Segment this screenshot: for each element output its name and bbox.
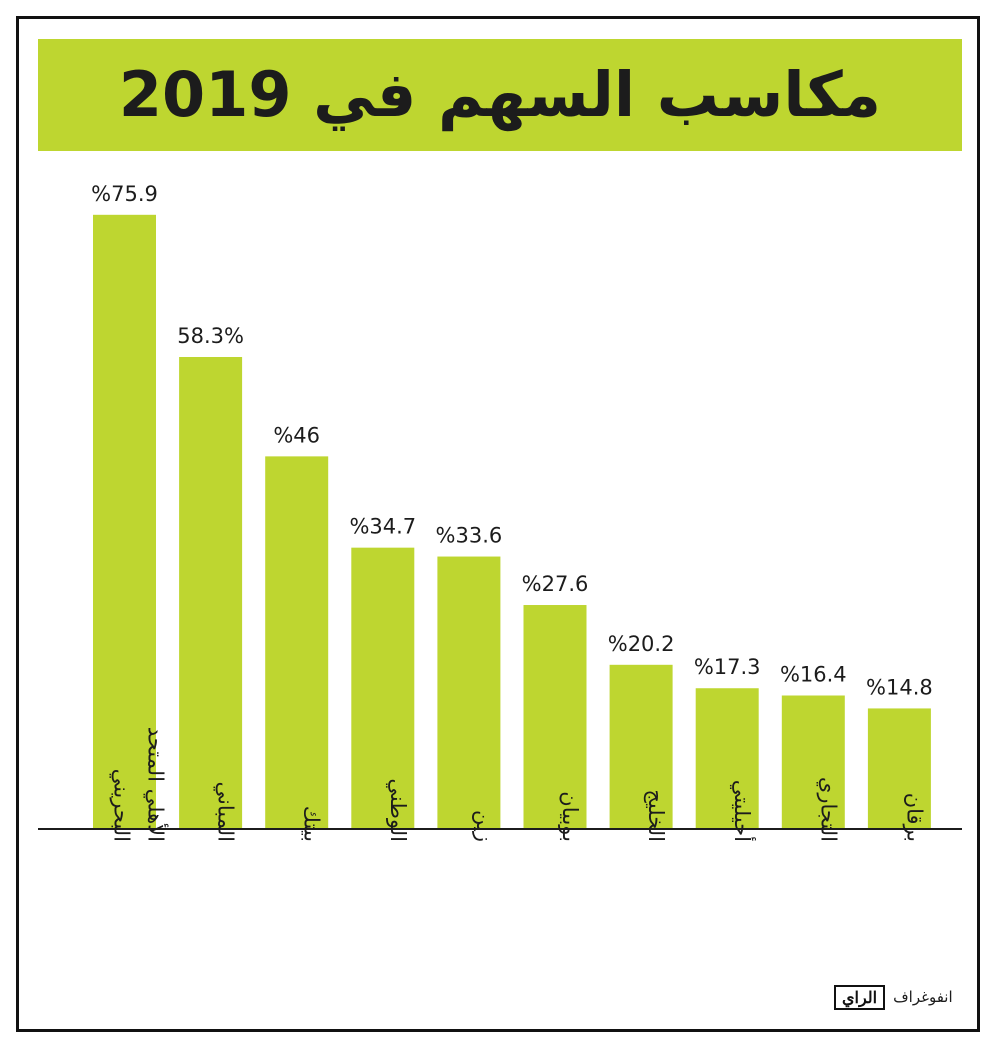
category-label: الخليج	[644, 789, 668, 842]
category-label: برقان	[902, 793, 926, 842]
category-label: التجاري	[816, 777, 840, 842]
bar	[179, 356, 243, 828]
brand: انفوغراف الراي	[834, 982, 953, 1012]
category-label: زين	[472, 810, 496, 842]
bar	[265, 456, 329, 828]
bar	[437, 556, 501, 828]
bar	[695, 688, 759, 828]
value-label: 58.3%	[177, 324, 244, 348]
category-label: البحريني	[110, 769, 134, 842]
bar	[609, 664, 673, 828]
chart-frame	[16, 16, 980, 1032]
bar	[523, 605, 587, 828]
value-label: %46	[273, 423, 320, 447]
alrai-logo: الراي	[834, 984, 886, 1010]
value-label: %20.2	[608, 632, 675, 656]
category-label: بيتك	[300, 806, 324, 842]
category-label: الوطني	[386, 778, 410, 842]
chart-title: مكاسب السهم في 2019	[118, 58, 882, 131]
value-label: %27.6	[522, 572, 589, 596]
value-label: %14.8	[866, 675, 933, 699]
brand-label: انفوغراف	[893, 988, 953, 1006]
category-label: أجيليتي	[730, 780, 756, 842]
value-label: %16.4	[780, 663, 847, 687]
bar	[781, 695, 845, 828]
bar	[867, 708, 931, 828]
bar	[351, 547, 415, 828]
title-band: مكاسب السهم في 2019	[38, 39, 962, 151]
value-label: %17.3	[694, 655, 761, 679]
category-label: المباني	[214, 782, 238, 842]
value-label: %33.6	[436, 524, 503, 548]
bar	[93, 214, 156, 829]
value-label: %34.7	[349, 515, 416, 539]
category-label: الأهلي المتحد	[144, 727, 169, 842]
category-label: بوبيان	[558, 791, 582, 842]
value-label: %75.9	[91, 182, 158, 206]
